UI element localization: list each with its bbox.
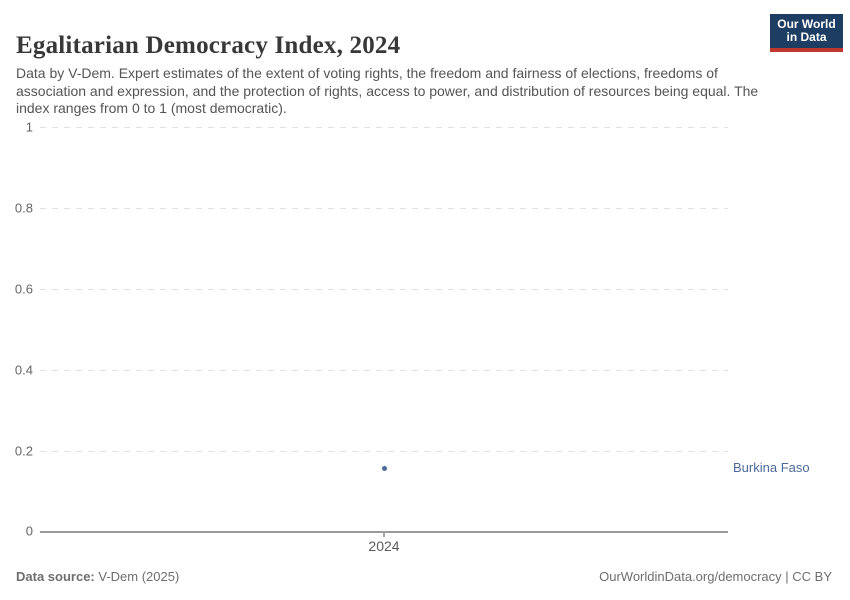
owid-logo-line1: Our World — [777, 16, 836, 31]
gridline — [40, 127, 728, 128]
x-axis-line — [40, 531, 728, 533]
footer-license-link[interactable]: OurWorldinData.org/democracy | CC BY — [599, 569, 832, 584]
data-source-label: Data source: — [16, 569, 95, 584]
series-label-burkina-faso[interactable]: Burkina Faso — [733, 460, 810, 475]
data-source-note: Data source: V-Dem (2025) — [16, 569, 179, 584]
owid-logo-line2: in Data — [786, 30, 827, 44]
data-source-value: V-Dem (2025) — [94, 569, 180, 584]
y-axis-tick-label: 0.8 — [14, 200, 33, 216]
gridline — [40, 451, 728, 452]
data-point-burkina-faso[interactable] — [381, 465, 387, 471]
y-axis-tick-label: 1 — [25, 119, 33, 135]
chart-footer: Data source: V-Dem (2025) OurWorldinData… — [16, 569, 832, 584]
gridline — [40, 208, 728, 209]
x-axis-tick-mark — [383, 532, 385, 537]
y-axis-tick-label: 0.4 — [14, 362, 33, 378]
y-axis-tick-label: 0 — [25, 523, 33, 539]
chart-subtitle: Data by V-Dem. Expert estimates of the e… — [16, 65, 759, 116]
gridline — [40, 289, 728, 290]
gridline — [40, 370, 728, 371]
chart-title: Egalitarian Democracy Index, 2024 — [16, 31, 401, 59]
y-axis-tick-label: 0.6 — [14, 281, 33, 297]
x-axis-tick-label: 2024 — [368, 538, 400, 554]
y-axis-tick-label: 0.2 — [14, 443, 33, 459]
owid-logo[interactable]: Our World in Data — [770, 14, 843, 52]
